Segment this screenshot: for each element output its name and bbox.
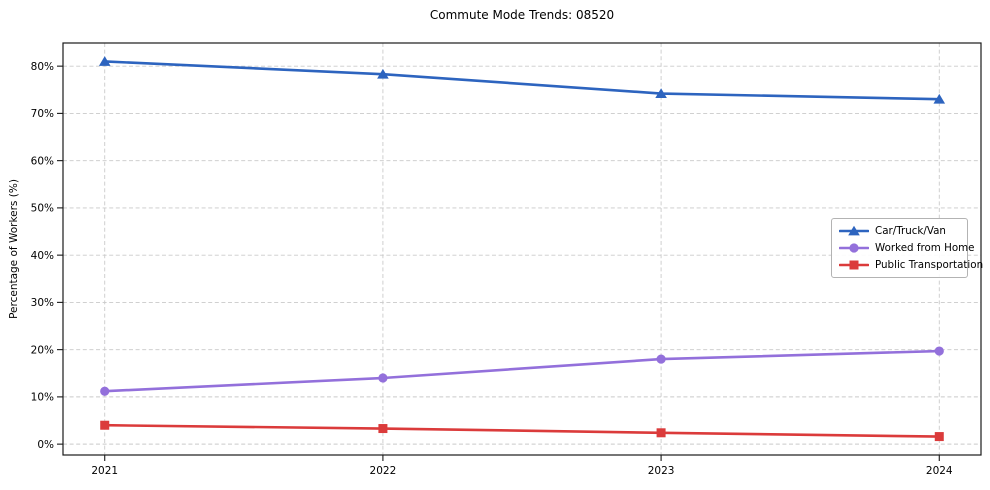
marker-worked-from-home <box>378 373 388 383</box>
y-tick-label: 70% <box>31 108 54 120</box>
legend-marker-triangle-icon <box>848 226 860 236</box>
marker-public-transportation <box>934 432 944 442</box>
legend-label: Worked from Home <box>875 241 975 254</box>
public-transportation-line-swatch-icon <box>839 260 869 270</box>
y-tick-label: 50% <box>31 203 54 215</box>
y-tick-label: 40% <box>31 250 54 262</box>
series-line-public-transportation <box>103 423 941 438</box>
legend-item-public-transportation: Public Transportation <box>839 259 983 271</box>
car-truck-van-line-swatch-icon <box>839 226 869 236</box>
x-tick-label: 2022 <box>370 465 397 477</box>
y-tick-label: 20% <box>31 344 54 356</box>
x-tick-label: 2021 <box>91 465 118 477</box>
legend-label: Public Transportation <box>875 258 984 271</box>
marker-car-truck-van <box>655 88 667 98</box>
legend-item-car-truck-van: Car/Truck/Van <box>839 225 961 237</box>
legend-item-worked-from-home: Worked from Home <box>839 242 975 254</box>
marker-car-truck-van <box>377 68 389 79</box>
worked-from-home-line-swatch-icon <box>839 243 869 253</box>
legend: Car/Truck/Van Worked from Home Public Tr… <box>831 218 983 278</box>
y-tick-label: 60% <box>31 155 54 167</box>
y-tick-label: 10% <box>31 392 54 404</box>
marker-worked-from-home <box>100 386 110 396</box>
marker-public-transportation <box>378 424 388 434</box>
marker-worked-from-home <box>934 346 944 356</box>
chart-title: Commute Mode Trends: 08520 <box>429 8 615 22</box>
series-line-car-truck-van <box>103 60 941 101</box>
marker-car-truck-van <box>98 56 111 66</box>
axes-frame <box>62 42 982 456</box>
marker-public-transportation <box>100 420 110 430</box>
y-tick-label: 30% <box>31 297 54 309</box>
legend-marker-circle-icon <box>849 243 859 253</box>
marker-public-transportation <box>656 428 666 438</box>
series-line-worked-from-home <box>103 349 941 393</box>
legend-marker-square-icon <box>849 260 859 270</box>
x-tick-label: 2024 <box>926 465 953 477</box>
y-tick-label: 0% <box>37 439 54 451</box>
legend-label: Car/Truck/Van <box>875 225 946 238</box>
x-tick-label: 2023 <box>648 465 675 477</box>
marker-worked-from-home <box>656 354 666 364</box>
y-tick-label: 80% <box>31 61 54 73</box>
marker-car-truck-van <box>933 93 946 104</box>
